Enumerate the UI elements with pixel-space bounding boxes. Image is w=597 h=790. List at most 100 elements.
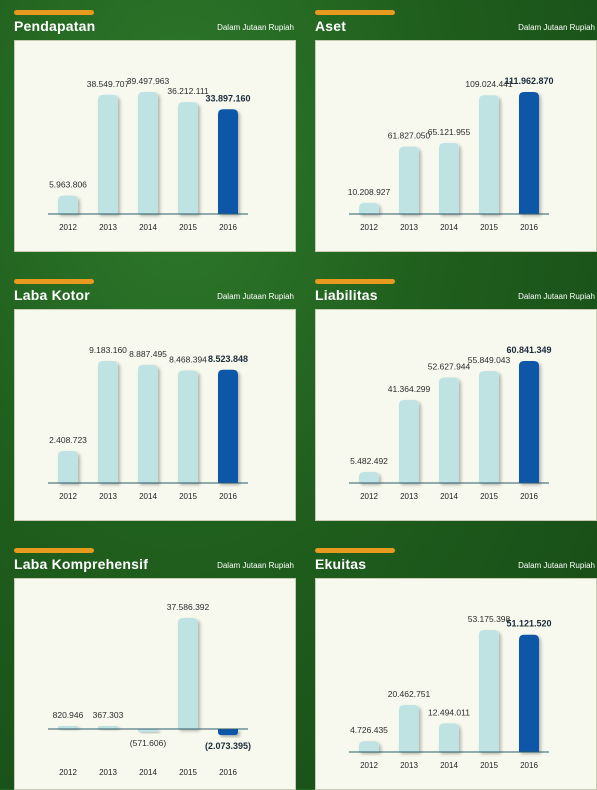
x-tick-label: 2015 [179,768,197,777]
data-label-2014: 12.494.011 [428,707,470,717]
data-label-2016: 111.962.870 [504,76,553,86]
bar-2012 [359,202,379,214]
bar-2016 [519,92,539,214]
bar-2012 [58,195,78,214]
data-label-2015: 55.849.043 [468,355,511,365]
bar-2014 [439,377,459,483]
data-label-2012: 4.726.435 [350,725,388,735]
x-tick-label: 2014 [440,223,458,232]
x-tick-label: 2016 [219,223,237,232]
bar-2013 [399,705,419,752]
x-tick-label: 2014 [139,768,157,777]
bar-2012 [58,726,78,729]
x-tick-label: 2012 [360,492,378,501]
bar-chart-aset: 10.208.927 2012 61.827.050 2013 65.121.955 20… [348,76,554,232]
x-tick-label: 2014 [440,492,458,501]
bar-2015 [178,102,198,214]
x-tick-label: 2012 [59,492,77,501]
bar-2016 [218,109,238,214]
x-tick-label: 2012 [59,223,77,232]
chart-title: Pendapatan [14,18,96,34]
x-tick-label: 2016 [520,492,538,501]
x-tick-label: 2013 [400,492,418,501]
data-label-2016: 51.121.520 [506,619,551,629]
unit-label: Dalam Jutaan Rupiah [217,23,294,32]
title-accent-bar [315,548,395,553]
bar-2012 [359,741,379,752]
data-label-2012: 10.208.927 [348,187,391,197]
unit-label: Dalam Jutaan Rupiah [518,292,595,301]
bar-2013 [98,361,118,483]
x-tick-label: 2016 [219,768,237,777]
bar-2014 [138,729,158,732]
chart-title: Liabilitas [315,287,378,303]
bar-chart-pendapatan: 5.963.806 2012 38.549.707 2013 39.497.963 201… [48,76,251,232]
title-accent-bar [14,279,94,284]
x-tick-label: 2013 [99,492,117,501]
data-label-2016: 33.897.160 [205,93,250,103]
bar-2016 [218,729,238,736]
x-tick-label: 2015 [480,492,498,501]
data-label-2015: 8.468.394 [169,354,207,364]
data-label-2013: 61.827.050 [388,131,431,141]
x-tick-label: 2013 [99,223,117,232]
bar-2015 [479,95,499,214]
unit-label: Dalam Jutaan Rupiah [518,561,595,570]
chart-title: Laba Komprehensif [14,556,149,572]
x-tick-label: 2015 [480,761,498,770]
bar-2012 [359,472,379,483]
bar-2013 [98,726,118,729]
data-label-2014: 52.627.944 [428,361,471,371]
unit-label: Dalam Jutaan Rupiah [518,23,595,32]
data-label-2012: 5.482.492 [350,456,388,466]
data-label-2014: 8.887.495 [129,349,167,359]
data-label-2016: (2.073.395) [205,741,251,751]
x-tick-label: 2012 [360,223,378,232]
chart-box: 4.726.435 2012 20.462.751 2013 12.494.011 201… [315,578,597,790]
chart-title: Laba Kotor [14,287,90,303]
bar-chart-ekuitas: 4.726.435 2012 20.462.751 2013 12.494.011 201… [349,614,552,770]
chart-box: 2.408.723 2012 9.183.160 2013 8.887.495 2014 8… [14,309,296,521]
title-accent-bar [14,10,94,15]
x-tick-label: 2013 [400,761,418,770]
bar-chart-laba-kotor: 2.408.723 2012 9.183.160 2013 8.887.495 2014 8… [48,345,248,501]
data-label-2014: (571.606) [130,738,167,748]
data-label-2014: 65.121.955 [428,127,471,137]
x-tick-label: 2016 [219,492,237,501]
chart-box: 10.208.927 2012 61.827.050 2013 65.121.955 20… [315,40,597,252]
bar-2015 [479,371,499,483]
chart-title: Aset [315,18,347,34]
x-tick-label: 2014 [440,761,458,770]
data-label-2012: 820.946 [53,710,84,720]
x-tick-label: 2015 [179,492,197,501]
bar-2014 [439,143,459,214]
x-tick-label: 2013 [99,768,117,777]
bar-2015 [479,630,499,752]
x-tick-label: 2012 [360,761,378,770]
chart-box: 5.963.806 2012 38.549.707 2013 39.497.963 201… [14,40,296,252]
x-tick-label: 2015 [179,223,197,232]
bar-2015 [178,618,198,729]
chart-title: Ekuitas [315,556,367,572]
data-label-2013: 20.462.751 [388,689,431,699]
data-label-2013: 9.183.160 [89,345,127,355]
data-label-2016: 60.841.349 [506,345,551,355]
data-label-2012: 2.408.723 [49,435,87,445]
bar-2016 [218,369,238,483]
bar-2015 [178,370,198,483]
data-label-2015: 109.024.441 [465,79,513,89]
x-tick-label: 2013 [400,223,418,232]
x-tick-label: 2016 [520,761,538,770]
bar-2014 [138,92,158,214]
data-label-2015: 53.175.398 [468,614,511,624]
data-label-2013: 38.549.707 [87,79,130,89]
bar-2013 [399,146,419,214]
bar-2012 [58,450,78,483]
bar-chart-laba-komprehensif: 820.946 2012 367.303 2013 (571.606) 2014 37.58… [48,602,251,777]
data-label-2012: 5.963.806 [49,180,87,190]
unit-label: Dalam Jutaan Rupiah [217,292,294,301]
data-label-2015: 36.212.111 [167,86,209,96]
title-accent-bar [315,10,395,15]
x-tick-label: 2015 [480,223,498,232]
x-tick-label: 2016 [520,223,538,232]
